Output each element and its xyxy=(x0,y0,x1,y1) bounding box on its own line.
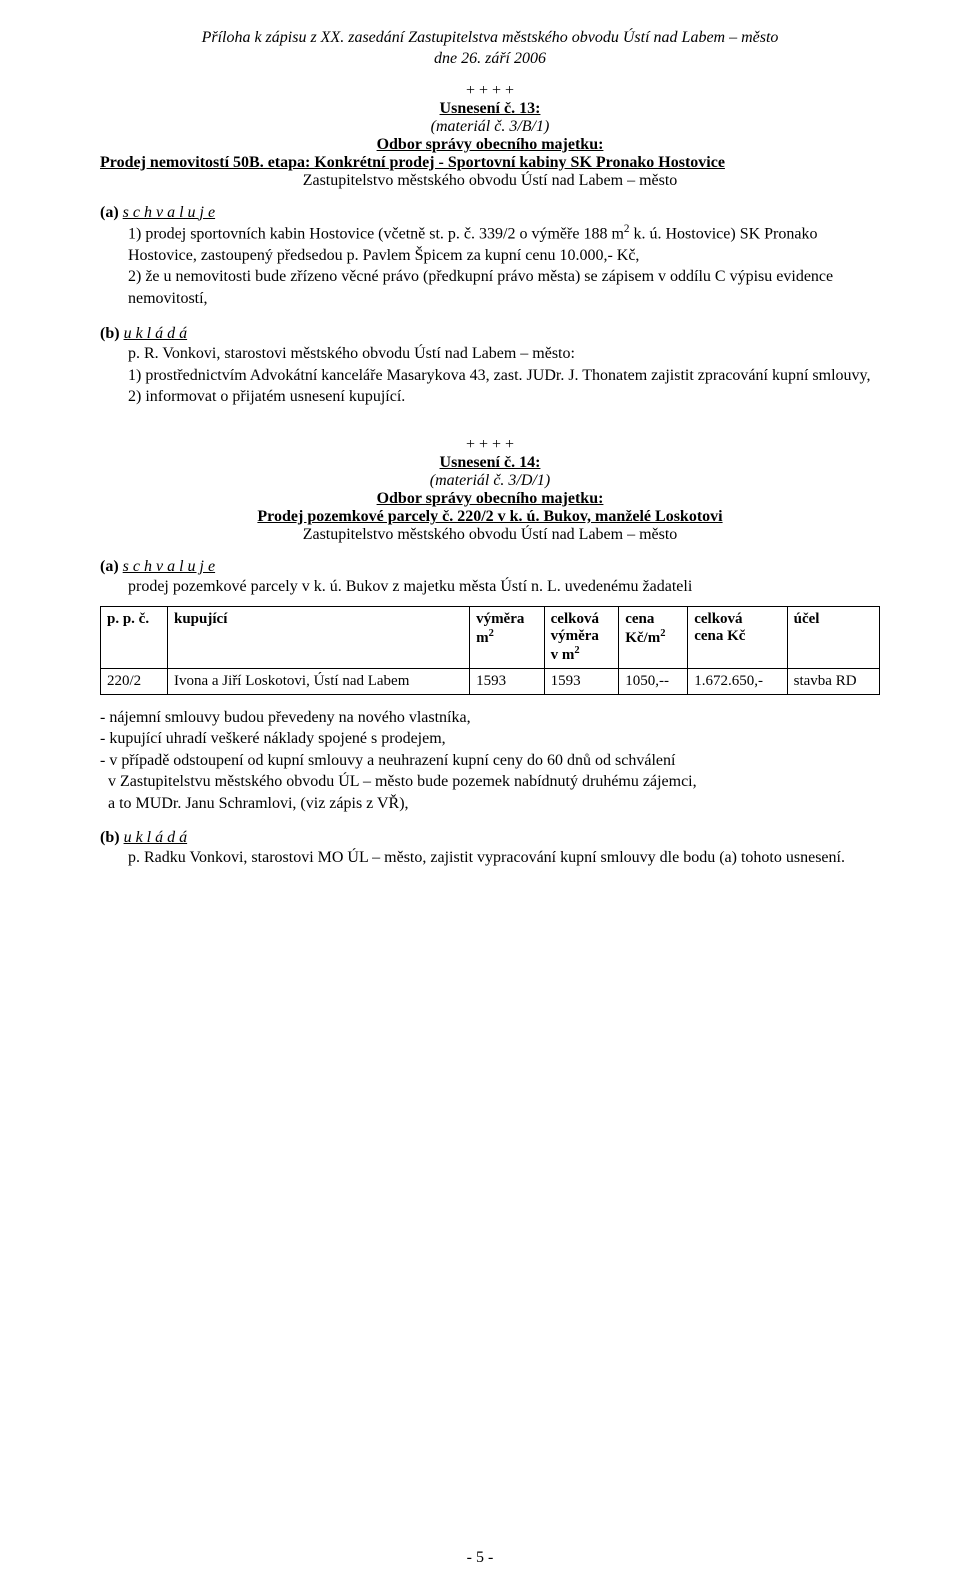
table-row: 220/2 Ivona a Jiří Loskotovi, Ústí nad L… xyxy=(101,668,880,694)
resolution-14-subject: Prodej pozemkové parcely č. 220/2 v k. ú… xyxy=(257,508,722,525)
resolution-13-dept: Odbor správy obecního majetku: xyxy=(377,136,604,153)
resolution-14-material: (materiál č. 3/D/1) xyxy=(100,472,880,490)
section-b-verb: u k l á d á xyxy=(124,829,188,846)
section-b-label: (b) xyxy=(100,325,120,342)
cell-area: 1593 xyxy=(470,668,545,694)
section-a-text: prodej pozemkové parcely v k. ú. Bukov z… xyxy=(128,576,880,598)
resolution-14-section-a: (a) s c h v a l u j e prodej pozemkové p… xyxy=(100,558,880,598)
spacer xyxy=(100,695,880,707)
col-parcel-number-text: p. p. č. xyxy=(107,611,149,627)
spacer xyxy=(100,190,880,204)
section-b-text-block: p. Radku Vonkovi, starostovi MO ÚL – měs… xyxy=(100,847,880,869)
col-total-price-l1: celková xyxy=(694,611,742,627)
cell-price-per-m2: 1050,-- xyxy=(619,668,688,694)
cell-buyer: Ivona a Jiří Loskotovi, Ústí nad Labem xyxy=(168,668,470,694)
section-a-text-block: prodej pozemkové parcely v k. ú. Bukov z… xyxy=(100,576,880,598)
section-a-label: (a) xyxy=(100,204,119,221)
section-b-item-2: 2) informovat o přijatém usnesení kupují… xyxy=(128,386,880,408)
col-total-area-l2: výměra xyxy=(551,628,599,644)
resolution-14-dept: Odbor správy obecního majetku: xyxy=(377,490,604,507)
separator: + + + + xyxy=(100,82,880,100)
col-buyer: kupující xyxy=(168,606,470,668)
section-b-line-1: p. R. Vonkovi, starostovi městského obvo… xyxy=(128,343,880,365)
col-total-area-l1: celková xyxy=(551,611,599,627)
col-price-l2-text: Kč/m xyxy=(625,630,660,646)
resolution-14-section-b: (b) u k l á d á p. Radku Vonkovi, staros… xyxy=(100,829,880,869)
page-number: - 5 - xyxy=(0,1549,960,1567)
spacer xyxy=(100,315,880,325)
section-a-item-2: 2) že u nemovitosti bude zřízeno věcné p… xyxy=(128,266,880,309)
section-b-items: p. R. Vonkovi, starostovi městského obvo… xyxy=(100,343,880,408)
resolution-14-notes: - nájemní smlouvy budou převedeny na nov… xyxy=(100,707,880,815)
col-purpose-text: účel xyxy=(794,611,820,627)
col-area-l2: m2 xyxy=(476,630,494,646)
spacer xyxy=(100,414,880,432)
col-total-area-l3: v m2 xyxy=(551,647,580,663)
note-3b: v Zastupitelstvu městského obvodu ÚL – m… xyxy=(100,771,880,793)
note-3c: a to MUDr. Janu Schramlovi, (viz zápis z… xyxy=(100,793,880,815)
separator: + + + + xyxy=(100,436,880,454)
col-total-price: celková cena Kč xyxy=(688,606,787,668)
resolution-13-body: Zastupitelstvo městského obvodu Ústí nad… xyxy=(100,172,880,190)
col-area-l1: výměra xyxy=(476,611,524,627)
resolution-13-header: + + + + Usnesení č. 13: (materiál č. 3/B… xyxy=(100,82,880,154)
resolution-14-title: Usnesení č. 14: xyxy=(440,454,541,471)
note-1: - nájemní smlouvy budou převedeny na nov… xyxy=(100,707,880,729)
spacer xyxy=(100,815,880,829)
section-a-verb: s c h v a l u j e xyxy=(123,204,215,221)
section-b-label: (b) xyxy=(100,829,120,846)
spacer xyxy=(100,544,880,558)
page-header: Příloha k zápisu z XX. zasedání Zastupit… xyxy=(100,28,880,70)
col-price-l2: Kč/m2 xyxy=(625,630,665,646)
section-a-item-1: 1) prodej sportovních kabin Hostovice (v… xyxy=(128,222,880,267)
col-price-per-m2: cena Kč/m2 xyxy=(619,606,688,668)
col-total-area: celková výměra v m2 xyxy=(544,606,619,668)
table-header-row: p. p. č. kupující výměra m2 celková výmě… xyxy=(101,606,880,668)
parcel-table: p. p. č. kupující výměra m2 celková výmě… xyxy=(100,606,880,695)
resolution-13-section-a: (a) s c h v a l u j e 1) prodej sportovn… xyxy=(100,204,880,310)
col-price-l1: cena xyxy=(625,611,654,627)
col-purpose: účel xyxy=(787,606,879,668)
cell-parcel-number: 220/2 xyxy=(101,668,168,694)
cell-total-area: 1593 xyxy=(544,668,619,694)
resolution-13-title: Usnesení č. 13: xyxy=(440,100,541,117)
cell-total-price: 1.672.650,- xyxy=(688,668,787,694)
section-a-verb: s c h v a l u j e xyxy=(123,558,215,575)
document-page: Příloha k zápisu z XX. zasedání Zastupit… xyxy=(0,0,960,1591)
resolution-13-material: (materiál č. 3/B/1) xyxy=(100,118,880,136)
col-area: výměra m2 xyxy=(470,606,545,668)
section-a-item-1-text: 1) prodej sportovních kabin Hostovice (v… xyxy=(128,225,624,242)
col-parcel-number: p. p. č. xyxy=(101,606,168,668)
header-line-1: Příloha k zápisu z XX. zasedání Zastupit… xyxy=(100,28,880,49)
resolution-13-subject: Prodej nemovitostí 50B. etapa: Konkrétní… xyxy=(100,154,725,171)
section-b-verb: u k l á d á xyxy=(124,325,188,342)
col-total-price-l2: cena Kč xyxy=(694,628,745,644)
col-total-area-l3-text: v m xyxy=(551,647,575,663)
section-b-text: p. Radku Vonkovi, starostovi MO ÚL – měs… xyxy=(128,847,880,869)
col-buyer-text: kupující xyxy=(174,611,227,627)
resolution-13-section-b: (b) u k l á d á p. R. Vonkovi, starostov… xyxy=(100,325,880,408)
section-a-items: 1) prodej sportovních kabin Hostovice (v… xyxy=(100,222,880,310)
cell-purpose: stavba RD xyxy=(787,668,879,694)
section-a-label: (a) xyxy=(100,558,119,575)
resolution-14-body: Zastupitelstvo městského obvodu Ústí nad… xyxy=(100,526,880,544)
note-3: - v případě odstoupení od kupní smlouvy … xyxy=(100,750,880,772)
note-2: - kupující uhradí veškeré náklady spojen… xyxy=(100,728,880,750)
col-area-l2-text: m xyxy=(476,630,489,646)
resolution-13-subject-block: Prodej nemovitostí 50B. etapa: Konkrétní… xyxy=(100,154,880,172)
resolution-14-header: + + + + Usnesení č. 14: (materiál č. 3/D… xyxy=(100,436,880,544)
header-line-2: dne 26. září 2006 xyxy=(100,49,880,70)
section-b-item-1: 1) prostřednictvím Advokátní kanceláře M… xyxy=(128,365,880,387)
